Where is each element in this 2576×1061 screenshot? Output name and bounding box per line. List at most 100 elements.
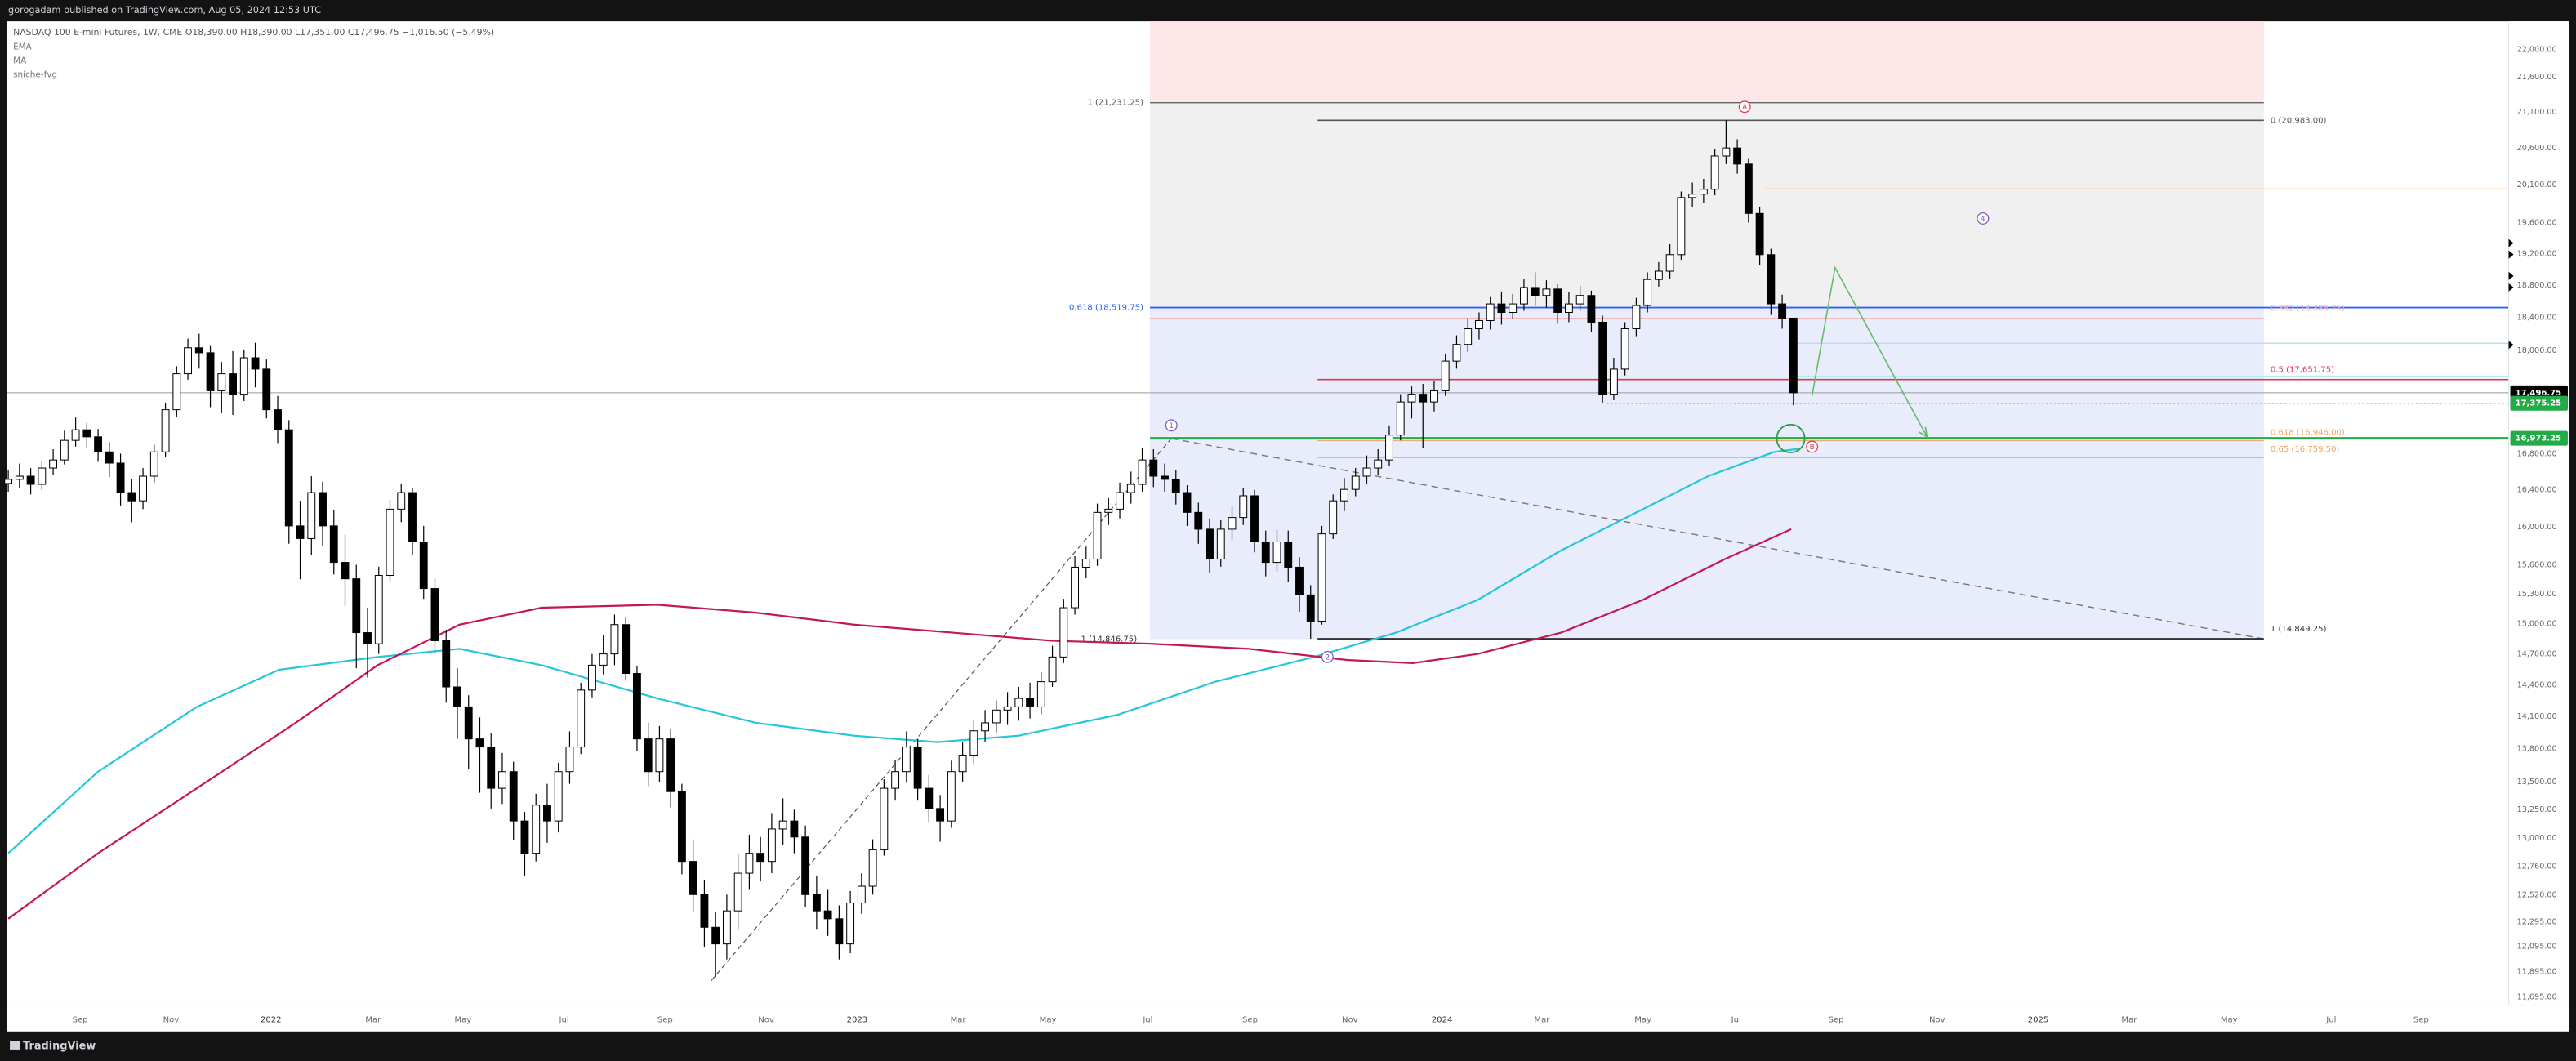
y-tick-label: 15,600.00: [2517, 561, 2557, 570]
x-tick-label: May: [454, 1016, 471, 1025]
candle-body: [116, 462, 125, 493]
candle-body: [1272, 541, 1281, 564]
x-tick-label: Nov: [1342, 1016, 1358, 1025]
candle-body: [1710, 155, 1719, 190]
candle-body: [1183, 492, 1192, 513]
candle-body: [274, 409, 282, 430]
candle-body: [599, 653, 608, 666]
candle-body: [1228, 517, 1237, 530]
x-tick-label: 2024: [1432, 1016, 1453, 1025]
fib-label: 0.382 (18,386.75): [2271, 305, 2345, 314]
price-tag: [2510, 430, 2568, 446]
price-tag: [2510, 395, 2568, 411]
x-tick-label: Sep: [1829, 1016, 1844, 1025]
candle-body: [341, 562, 350, 580]
y-tick-label: 18,000.00: [2517, 346, 2557, 355]
candle-body: [1081, 558, 1090, 568]
candle-body: [1733, 147, 1742, 165]
candle-body: [1362, 467, 1371, 477]
x-tick-label: 2022: [261, 1016, 282, 1025]
candle-body: [1620, 328, 1629, 370]
wave-marker: [1738, 100, 1751, 114]
plot: 1 (21,231.25) 0 (20,983.00) 0.618 (18,519.…: [4, 21, 2569, 1025]
legend-close: C17,496.75: [348, 27, 399, 38]
candle-body: [430, 588, 439, 641]
candle-body: [1059, 607, 1068, 658]
candle-body: [1340, 488, 1348, 502]
candle-body: [1396, 401, 1405, 436]
fib-label: 0 (20,983.00): [2271, 116, 2327, 125]
candle-body: [139, 475, 147, 502]
y-tick-label: 11,895.00: [2517, 967, 2557, 976]
candle-body: [1250, 495, 1259, 542]
legend-extra: sniche-fvg: [13, 69, 57, 79]
x-tick-label: Jul: [1731, 1016, 1741, 1025]
legend-ema: EMA: [13, 42, 33, 51]
x-tick-label: Sep: [657, 1016, 673, 1025]
candle-body: [1026, 698, 1034, 707]
price-tag-label: 17,496.75: [2516, 389, 2562, 398]
candle-body: [1216, 528, 1225, 559]
wave-label: B: [1810, 444, 1815, 452]
candle-body: [1239, 495, 1248, 519]
x-tick-label: Sep: [1242, 1016, 1258, 1025]
candle-body: [296, 525, 305, 539]
candle-body: [239, 357, 248, 395]
candle-body: [857, 885, 866, 904]
candle-body: [936, 808, 945, 822]
candle-body: [1688, 194, 1697, 198]
candle-body: [1553, 288, 1562, 314]
candle-body: [60, 439, 69, 461]
candle-body: [397, 492, 406, 510]
candle-body: [1475, 319, 1483, 329]
candle-body: [577, 689, 586, 748]
candle-body: [1003, 706, 1012, 711]
candle-body: [1407, 394, 1416, 403]
candle-body: [1587, 295, 1596, 323]
y-tick-label: 20,600.00: [2517, 144, 2557, 153]
candle-body: [149, 451, 158, 477]
candle-body: [26, 475, 35, 485]
candle-body: [329, 525, 338, 564]
legend-low: L17,351.00: [295, 27, 345, 38]
x-tick-label: Mar: [951, 1016, 967, 1025]
candle-body: [722, 910, 731, 945]
wave-label: 2: [1325, 653, 1330, 662]
axis-marker: [2508, 283, 2514, 292]
candle-body: [1071, 566, 1079, 609]
candle-body: [374, 575, 383, 644]
legend-change: −1,016.50 (−5.49%): [402, 27, 494, 38]
candle-body: [319, 492, 327, 527]
wave-marker: [1977, 212, 1990, 225]
candle-body: [307, 492, 316, 539]
candle-body: [622, 624, 631, 674]
candle-body: [453, 686, 461, 707]
candle-body: [543, 805, 551, 822]
candle-body: [206, 352, 215, 391]
candle-body: [498, 771, 506, 789]
y-tick-label: 14,400.00: [2517, 680, 2557, 689]
candle-body: [1744, 163, 1753, 214]
candle-body: [1284, 541, 1293, 568]
candle-body: [1036, 681, 1045, 707]
candle-body: [1598, 321, 1607, 395]
y-tick-label: 13,000.00: [2517, 834, 2557, 843]
candle-body: [363, 632, 372, 644]
candle-body: [1317, 533, 1326, 622]
candle-body: [655, 738, 664, 773]
candle-body: [767, 828, 776, 863]
fib-label: 0.618 (16,946.00): [2271, 429, 2345, 438]
candle-body: [565, 747, 574, 773]
candle-body: [284, 429, 293, 527]
candle-body: [1441, 360, 1450, 391]
x-tick-label: Jul: [1142, 1016, 1152, 1025]
wave-marker: [1165, 419, 1178, 432]
candle-body: [1329, 500, 1338, 535]
candle-body: [1104, 508, 1113, 513]
candle-body: [475, 738, 484, 748]
candle-body: [1430, 390, 1438, 403]
candle-body: [891, 771, 900, 789]
x-tick-label: May: [2221, 1016, 2238, 1025]
candle-body: [644, 738, 653, 773]
candle-body: [1789, 317, 1798, 394]
